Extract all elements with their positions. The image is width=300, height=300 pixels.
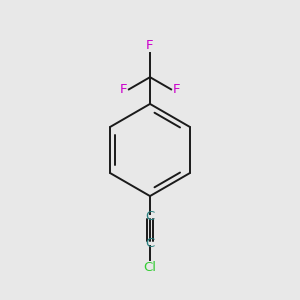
- Text: F: F: [120, 83, 128, 96]
- Text: C: C: [146, 237, 154, 250]
- Text: C: C: [146, 210, 154, 224]
- Text: F: F: [146, 39, 154, 52]
- Text: Cl: Cl: [143, 262, 157, 275]
- Text: F: F: [172, 83, 180, 96]
